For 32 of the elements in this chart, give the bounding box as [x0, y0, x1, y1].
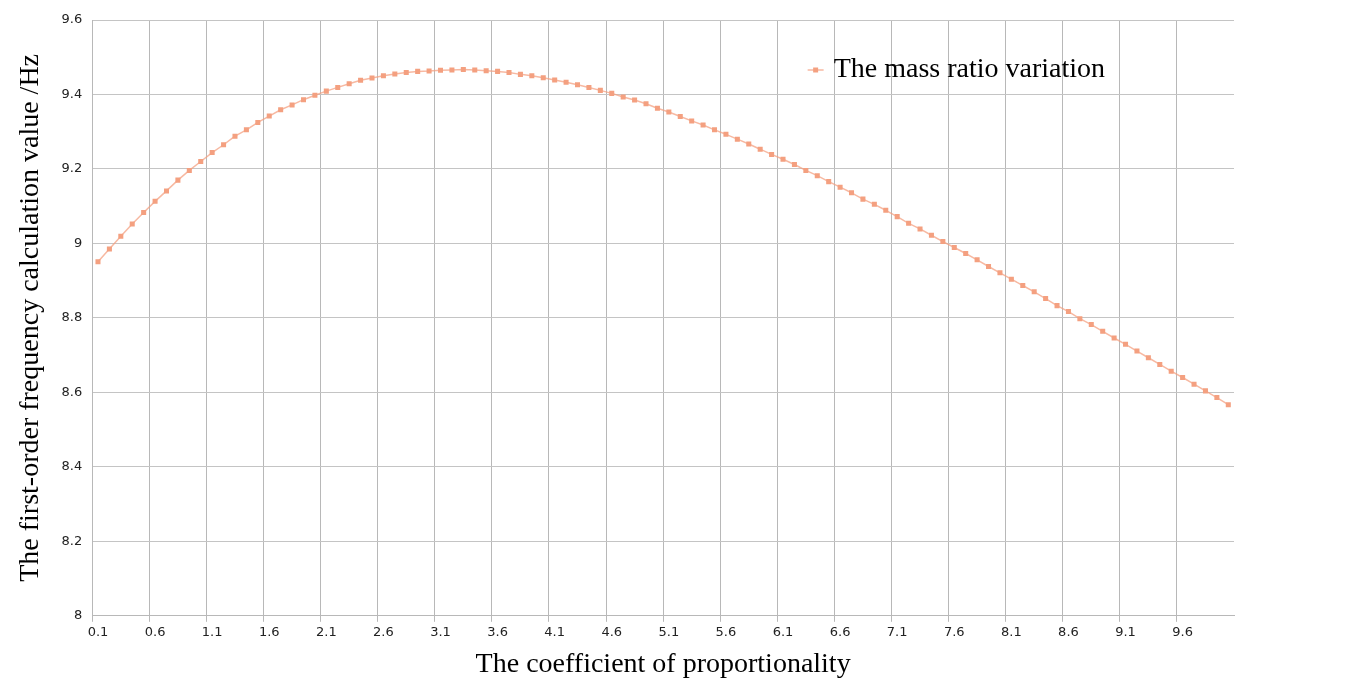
- y-tick-label: 8.4: [61, 458, 83, 474]
- y-tick-label: 9.2: [61, 160, 83, 176]
- x-tick-label: 6.1: [772, 623, 794, 639]
- y-axis-title: The first-order frequency calculation value /Hz: [13, 53, 45, 582]
- x-tick-label: 0.1: [87, 623, 109, 639]
- x-tick-label: 1.1: [201, 623, 223, 639]
- x-tick-label: 5.1: [658, 623, 680, 639]
- x-tick-label: 7.6: [943, 623, 965, 639]
- y-tick-label: 8.2: [61, 532, 83, 548]
- x-tick-label: 2.6: [373, 623, 394, 639]
- y-tick-label: 8: [73, 607, 83, 623]
- x-tick-label: 5.6: [715, 623, 737, 639]
- x-tick-label: 9.6: [1172, 623, 1193, 639]
- y-tick-label: 8.6: [61, 383, 83, 399]
- x-tick-label: 3.6: [487, 623, 508, 639]
- x-tick-label: 7.1: [886, 623, 908, 639]
- x-tick-label: 8.1: [1001, 623, 1022, 639]
- legend-label: The mass ratio variation: [833, 52, 1105, 84]
- y-tick-label: 9.4: [61, 85, 83, 101]
- x-tick-label: 3.1: [430, 623, 451, 639]
- x-tick-label: 1.6: [258, 623, 280, 639]
- x-axis-title: The coefficient of proportionality: [475, 646, 851, 678]
- x-tick-label: 9.1: [1115, 623, 1136, 639]
- x-tick-label: 8.6: [1058, 623, 1079, 639]
- x-tick-label: 0.6: [144, 623, 166, 639]
- x-tick-label: 4.6: [601, 623, 623, 639]
- x-tick-label: 2.1: [315, 623, 337, 639]
- y-tick-label: 9: [73, 234, 83, 250]
- y-tick-label: 9.6: [61, 11, 83, 27]
- x-tick-label: 6.6: [829, 623, 851, 639]
- y-tick-label: 8.8: [61, 309, 83, 325]
- x-tick-label: 4.1: [544, 623, 566, 639]
